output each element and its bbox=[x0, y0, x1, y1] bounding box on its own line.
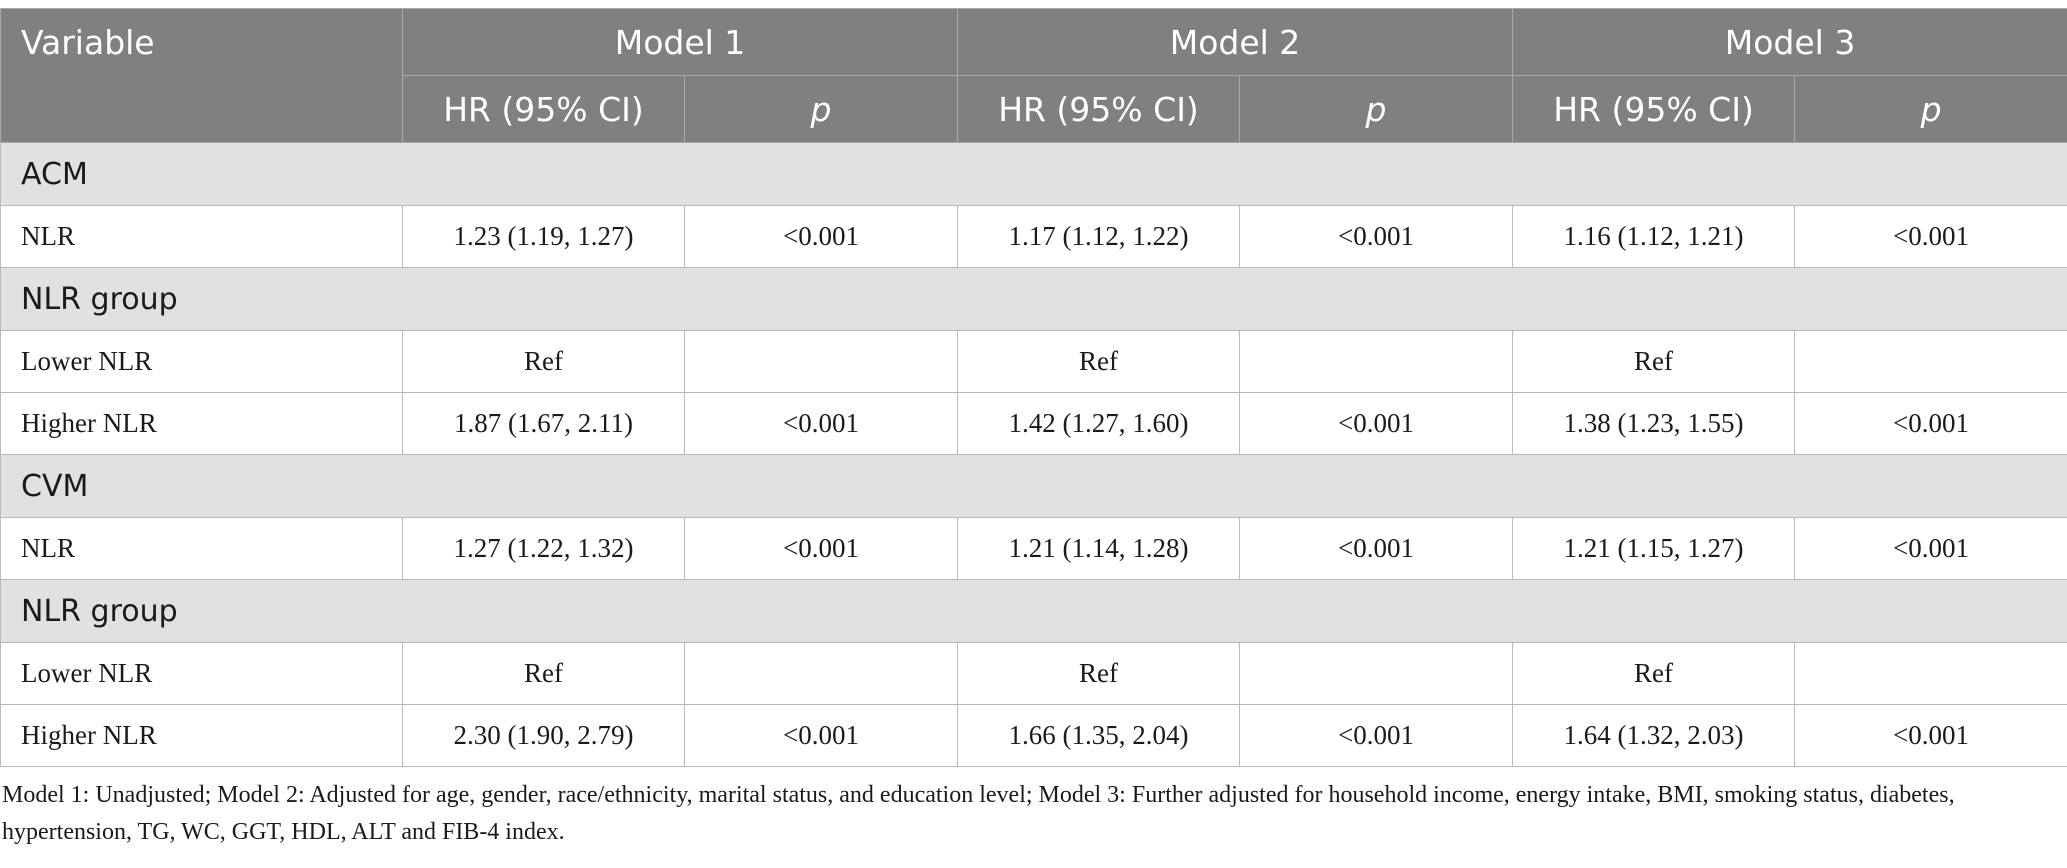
row-label: Lower NLR bbox=[0, 642, 403, 705]
hr-cell: Ref bbox=[957, 330, 1241, 393]
hr-cell: 1.87 (1.67, 2.11) bbox=[402, 392, 685, 455]
p-value-cell: <0.001 bbox=[1239, 517, 1514, 580]
hr-cell: 1.16 (1.12, 1.21) bbox=[1512, 205, 1796, 268]
hr-cell: 1.17 (1.12, 1.22) bbox=[957, 205, 1241, 268]
section-row: NLR group bbox=[0, 579, 2067, 643]
header-hr: HR (95% CI) bbox=[402, 75, 685, 143]
header-model-3: Model 3 bbox=[1512, 8, 2067, 76]
table-row: NLR 1.23 (1.19, 1.27) <0.001 1.17 (1.12, 1.… bbox=[0, 205, 2067, 268]
hr-cell: Ref bbox=[957, 642, 1241, 705]
table-row: NLR 1.27 (1.22, 1.32) <0.001 1.21 (1.14, 1.… bbox=[0, 517, 2067, 580]
header-model-2: Model 2 bbox=[957, 8, 1514, 76]
table-body: ACM NLR 1.23 (1.19, 1.27) <0.001 1.17 (1.12,… bbox=[0, 142, 2067, 767]
section-title: NLR group bbox=[0, 267, 2067, 331]
p-value-cell: <0.001 bbox=[683, 517, 959, 580]
header-hr: HR (95% CI) bbox=[957, 75, 1241, 143]
table-row: Lower NLR Ref Ref Ref bbox=[0, 330, 2067, 393]
p-value-cell: <0.001 bbox=[1239, 704, 1514, 767]
table-row: Lower NLR Ref Ref Ref bbox=[0, 642, 2067, 705]
section-title: NLR group bbox=[0, 579, 2067, 643]
p-value-cell bbox=[1239, 642, 1514, 705]
hr-cell: 1.21 (1.15, 1.27) bbox=[1512, 517, 1796, 580]
row-label: Higher NLR bbox=[0, 704, 403, 767]
header-model-1: Model 1 bbox=[401, 8, 959, 76]
p-value-cell: <0.001 bbox=[683, 205, 959, 268]
hr-cell: 1.64 (1.32, 2.03) bbox=[1512, 704, 1796, 767]
table-row: Higher NLR 2.30 (1.90, 2.79) <0.001 1.66 (1… bbox=[0, 704, 2067, 767]
header-p: p bbox=[1794, 75, 2067, 143]
p-value-cell bbox=[683, 330, 959, 393]
p-value-cell: <0.001 bbox=[683, 704, 959, 767]
hr-cell: 1.66 (1.35, 2.04) bbox=[957, 704, 1241, 767]
p-value-cell bbox=[1794, 330, 2067, 393]
section-row: CVM bbox=[0, 454, 2067, 518]
hr-cell: 1.23 (1.19, 1.27) bbox=[402, 205, 685, 268]
hr-cell: 1.38 (1.23, 1.55) bbox=[1512, 392, 1796, 455]
row-label: NLR bbox=[0, 205, 403, 268]
results-table-container: Variable Model 1 Model 2 Model 3 HR (95%… bbox=[0, 8, 2067, 851]
hr-cell: 2.30 (1.90, 2.79) bbox=[402, 704, 685, 767]
hr-cell: Ref bbox=[1512, 642, 1796, 705]
hr-cell: 1.21 (1.14, 1.28) bbox=[957, 517, 1241, 580]
p-value-cell: <0.001 bbox=[1794, 392, 2067, 455]
header-p: p bbox=[683, 75, 959, 143]
header-p: p bbox=[1239, 75, 1514, 143]
hr-cell: 1.27 (1.22, 1.32) bbox=[402, 517, 685, 580]
section-row: ACM bbox=[0, 142, 2067, 206]
hr-cell: Ref bbox=[1512, 330, 1796, 393]
p-value-cell: <0.001 bbox=[683, 392, 959, 455]
table-footnote: Model 1: Unadjusted; Model 2: Adjusted f… bbox=[2, 782, 1955, 845]
section-title: ACM bbox=[0, 142, 2067, 206]
row-label: NLR bbox=[0, 517, 403, 580]
hr-cell: Ref bbox=[402, 642, 685, 705]
p-value-cell bbox=[683, 642, 959, 705]
p-value-cell: <0.001 bbox=[1794, 517, 2067, 580]
p-value-cell: <0.001 bbox=[1794, 704, 2067, 767]
p-value-cell: <0.001 bbox=[1239, 392, 1514, 455]
p-value-cell: <0.001 bbox=[1239, 205, 1514, 268]
header-hr: HR (95% CI) bbox=[1512, 75, 1796, 143]
section-row: NLR group bbox=[0, 267, 2067, 331]
p-value-cell bbox=[1794, 642, 2067, 705]
section-title: CVM bbox=[0, 454, 2067, 518]
p-value-cell bbox=[1239, 330, 1514, 393]
hazard-ratio-table: Variable Model 1 Model 2 Model 3 HR (95%… bbox=[0, 8, 2067, 767]
hr-cell: Ref bbox=[402, 330, 685, 393]
header-variable: Variable bbox=[0, 8, 403, 143]
table-header: Variable Model 1 Model 2 Model 3 HR (95%… bbox=[0, 8, 2067, 143]
table-row: Higher NLR 1.87 (1.67, 2.11) <0.001 1.42 (1… bbox=[0, 392, 2067, 455]
p-value-cell: <0.001 bbox=[1794, 205, 2067, 268]
hr-cell: 1.42 (1.27, 1.60) bbox=[957, 392, 1241, 455]
row-label: Lower NLR bbox=[0, 330, 403, 393]
row-label: Higher NLR bbox=[0, 392, 403, 455]
